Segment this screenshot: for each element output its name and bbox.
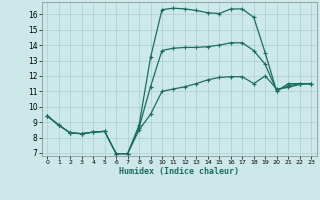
X-axis label: Humidex (Indice chaleur): Humidex (Indice chaleur) bbox=[119, 167, 239, 176]
